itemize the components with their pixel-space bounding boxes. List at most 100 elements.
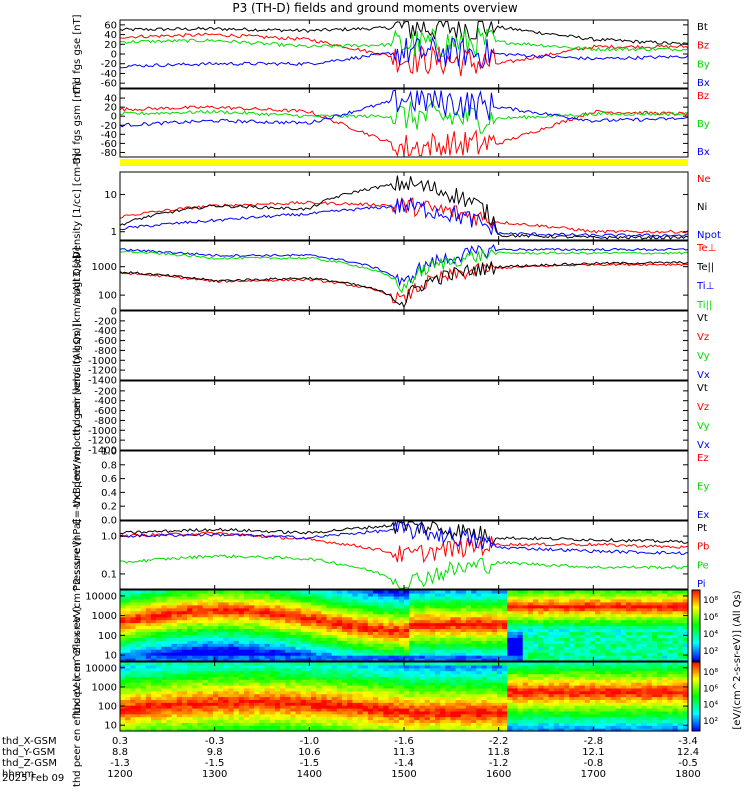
spectrogram-cell: [460, 607, 467, 612]
spectrogram-cell: [300, 595, 307, 600]
spectrogram-cell: [502, 601, 508, 606]
spectrogram-cell: [207, 719, 214, 723]
spectrogram-cell: [543, 696, 550, 700]
spectrogram-cell: [465, 595, 472, 600]
spectrogram-cell: [228, 679, 235, 683]
spectrogram-cell: [476, 728, 483, 732]
spectrogram-cell: [280, 685, 286, 689]
spectrogram-cell: [125, 649, 131, 653]
spectrogram-cell: [589, 607, 596, 612]
spectrogram-cell: [166, 710, 173, 715]
spectrogram-cell: [471, 598, 477, 603]
spectrogram-cell: [393, 699, 400, 703]
spectrogram-cell: [228, 682, 235, 686]
spectrogram-cell: [362, 685, 369, 689]
spectrogram-cell: [192, 702, 199, 706]
spectrogram-cell: [243, 631, 250, 635]
spectrogram-cell: [202, 622, 209, 627]
spectrogram-cell: [161, 676, 168, 680]
spectrogram-cell: [321, 696, 328, 700]
spectrogram-cell: [140, 673, 147, 677]
spectrogram-cell: [398, 619, 405, 624]
spectrogram-cell: [120, 643, 126, 647]
spectrogram-cell: [295, 682, 302, 686]
spectrogram-cell: [218, 667, 224, 672]
spectrogram-cell: [533, 696, 539, 700]
spectrogram-cell: [440, 592, 446, 597]
spectrogram-cell: [672, 604, 679, 609]
spectrogram-cell: [166, 590, 173, 594]
spectrogram-cell: [393, 628, 400, 633]
spectrogram-cell: [517, 637, 524, 641]
spectrogram-cell: [197, 716, 204, 721]
spectrogram-cell: [166, 705, 173, 709]
spectrogram-cell: [491, 631, 498, 635]
spectrogram-cell: [404, 592, 410, 597]
spectrogram-cell: [460, 685, 467, 689]
spectrogram-cell: [404, 725, 410, 729]
spectrogram-cell: [378, 601, 384, 606]
y-tick-label: 0.4: [101, 488, 117, 499]
spectrogram-cell: [460, 687, 467, 692]
spectrogram-cell: [171, 619, 178, 624]
spectrogram-cell: [140, 601, 147, 606]
spectrogram-cell: [233, 595, 240, 600]
spectrogram-cell: [450, 713, 457, 718]
spectrogram-cell: [429, 628, 436, 633]
spectrogram-cell: [388, 679, 395, 683]
spectrogram-cell: [238, 690, 245, 695]
spectrogram-cell: [197, 682, 204, 686]
spectrogram-cell: [517, 685, 524, 689]
spectrogram-cell: [269, 613, 276, 618]
spectrogram-cell: [192, 725, 199, 729]
spectrogram-cell: [507, 643, 514, 647]
spectrogram-cell: [290, 658, 297, 662]
spectrogram-cell: [145, 646, 152, 650]
spectrogram-cell: [367, 696, 374, 700]
spectrogram-cell: [326, 682, 333, 686]
spectrogram-cell: [274, 725, 281, 729]
spectrogram-cell: [125, 679, 131, 683]
spectrogram-cell: [605, 634, 612, 638]
spectrogram-cell: [243, 604, 250, 609]
spectrogram-cell: [651, 637, 658, 641]
spectrogram-cell: [264, 640, 271, 644]
spectrogram-cell: [311, 634, 317, 638]
spectrogram-cell: [176, 676, 183, 680]
spectrogram-cell: [367, 719, 374, 723]
spectrogram-cell: [481, 643, 488, 647]
spectrogram-cell: [677, 637, 684, 641]
spectrogram-cell: [290, 699, 297, 703]
spectrogram-cell: [574, 610, 581, 615]
spectrogram-cell: [202, 637, 209, 641]
spectrogram-cell: [331, 590, 338, 594]
spectrogram-cell: [336, 625, 343, 630]
spectrogram-cell: [445, 708, 452, 712]
spectrogram-cell: [202, 595, 209, 600]
spectrogram-cell: [383, 673, 390, 677]
spectrogram-cell: [135, 664, 142, 669]
spectrogram-cell: [517, 592, 524, 597]
spectrogram-cell: [579, 634, 586, 638]
spectrogram-cell: [352, 655, 359, 659]
spectrogram-cell: [130, 679, 137, 683]
spectrogram-cell: [264, 616, 271, 621]
spectrogram-cell: [269, 649, 276, 653]
spectrogram-cell: [120, 699, 126, 703]
spectrogram-cell: [218, 713, 224, 718]
spectrogram-cell: [481, 637, 488, 641]
spectrogram-cell: [321, 676, 328, 680]
spectrogram-cell: [527, 679, 534, 683]
spectrogram-cell: [388, 693, 395, 698]
spectrogram-cell: [305, 708, 312, 712]
spectrogram-cell: [383, 658, 390, 662]
spectrogram-cell: [311, 622, 317, 627]
spectrogram-cell: [228, 716, 235, 721]
spectrogram-cell: [455, 652, 462, 656]
spectrogram-cell: [316, 652, 322, 656]
spectrogram-cell: [140, 696, 147, 700]
spectrogram-cell: [311, 590, 317, 594]
spectrogram-cell: [150, 652, 157, 656]
spectrogram-cell: [388, 619, 395, 624]
spectrogram-cell: [197, 679, 204, 683]
